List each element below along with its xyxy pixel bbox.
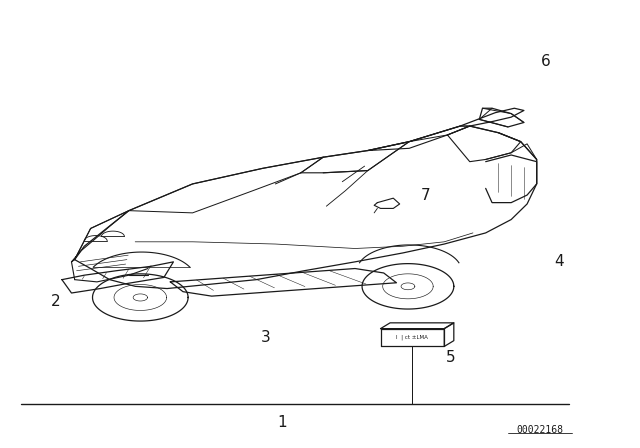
Text: 1: 1 xyxy=(277,414,287,430)
Text: 5: 5 xyxy=(446,350,456,365)
Text: 7: 7 xyxy=(420,188,430,202)
Text: 2: 2 xyxy=(51,294,60,310)
Text: I  | ct ±LMA: I | ct ±LMA xyxy=(396,335,428,340)
Text: 6: 6 xyxy=(541,54,551,69)
Text: 3: 3 xyxy=(261,330,271,345)
Text: 00022168: 00022168 xyxy=(516,425,563,435)
Text: 4: 4 xyxy=(554,254,564,269)
